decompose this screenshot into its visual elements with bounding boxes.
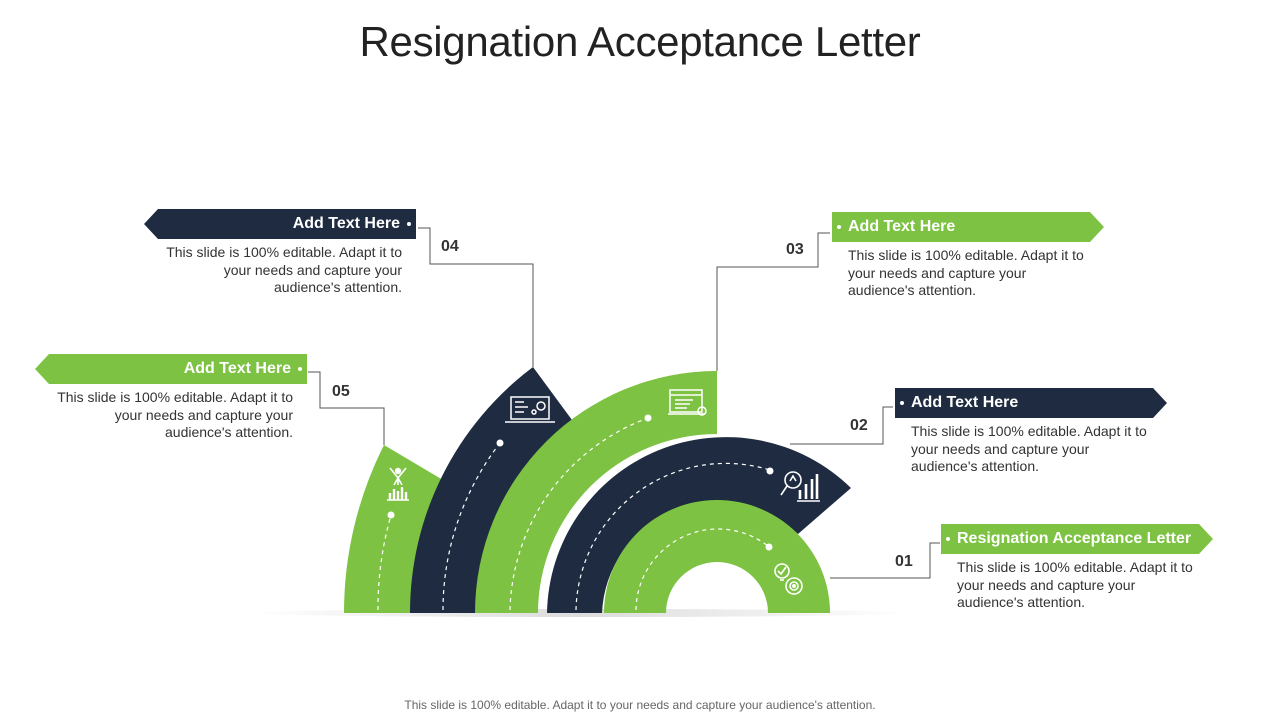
analytics-chart-icon	[780, 471, 820, 502]
item-05-heading: Add Text Here	[35, 354, 307, 384]
item-01-heading: Resignation Acceptance Letter	[941, 524, 1213, 554]
item-05-description: This slide is 100% editable. Adapt it to…	[57, 389, 293, 440]
guide-dots	[387, 414, 774, 551]
item-03-heading: Add Text Here	[832, 212, 1104, 242]
item-05-number: 05	[332, 383, 350, 400]
item-03-description: This slide is 100% editable. Adapt it to…	[848, 247, 1084, 298]
target-idea-icon	[774, 563, 803, 595]
item-02-number: 02	[850, 417, 868, 434]
item-03-number: 03	[786, 241, 804, 258]
item-04-description: This slide is 100% editable. Adapt it to…	[166, 244, 402, 295]
success-person-icon	[387, 467, 409, 501]
band-02	[547, 437, 851, 613]
item-02-heading: Add Text Here	[895, 388, 1167, 418]
document-settings-icon	[668, 389, 707, 416]
item-04-number: 04	[441, 238, 459, 255]
band-04	[409, 367, 572, 613]
band-01	[604, 500, 830, 613]
item-02-description: This slide is 100% editable. Adapt it to…	[911, 423, 1147, 474]
band-05	[344, 445, 443, 613]
connector-lines	[308, 227, 940, 579]
footer-note: This slide is 100% editable. Adapt it to…	[404, 698, 876, 712]
laptop-settings-icon	[505, 396, 555, 423]
dashed-guides	[377, 417, 771, 611]
band-03	[475, 371, 717, 613]
item-04-heading: Add Text Here	[144, 209, 416, 239]
page-title: Resignation Acceptance Letter	[359, 18, 921, 65]
item-01-description: This slide is 100% editable. Adapt it to…	[957, 559, 1193, 610]
item-01-number: 01	[895, 553, 913, 570]
